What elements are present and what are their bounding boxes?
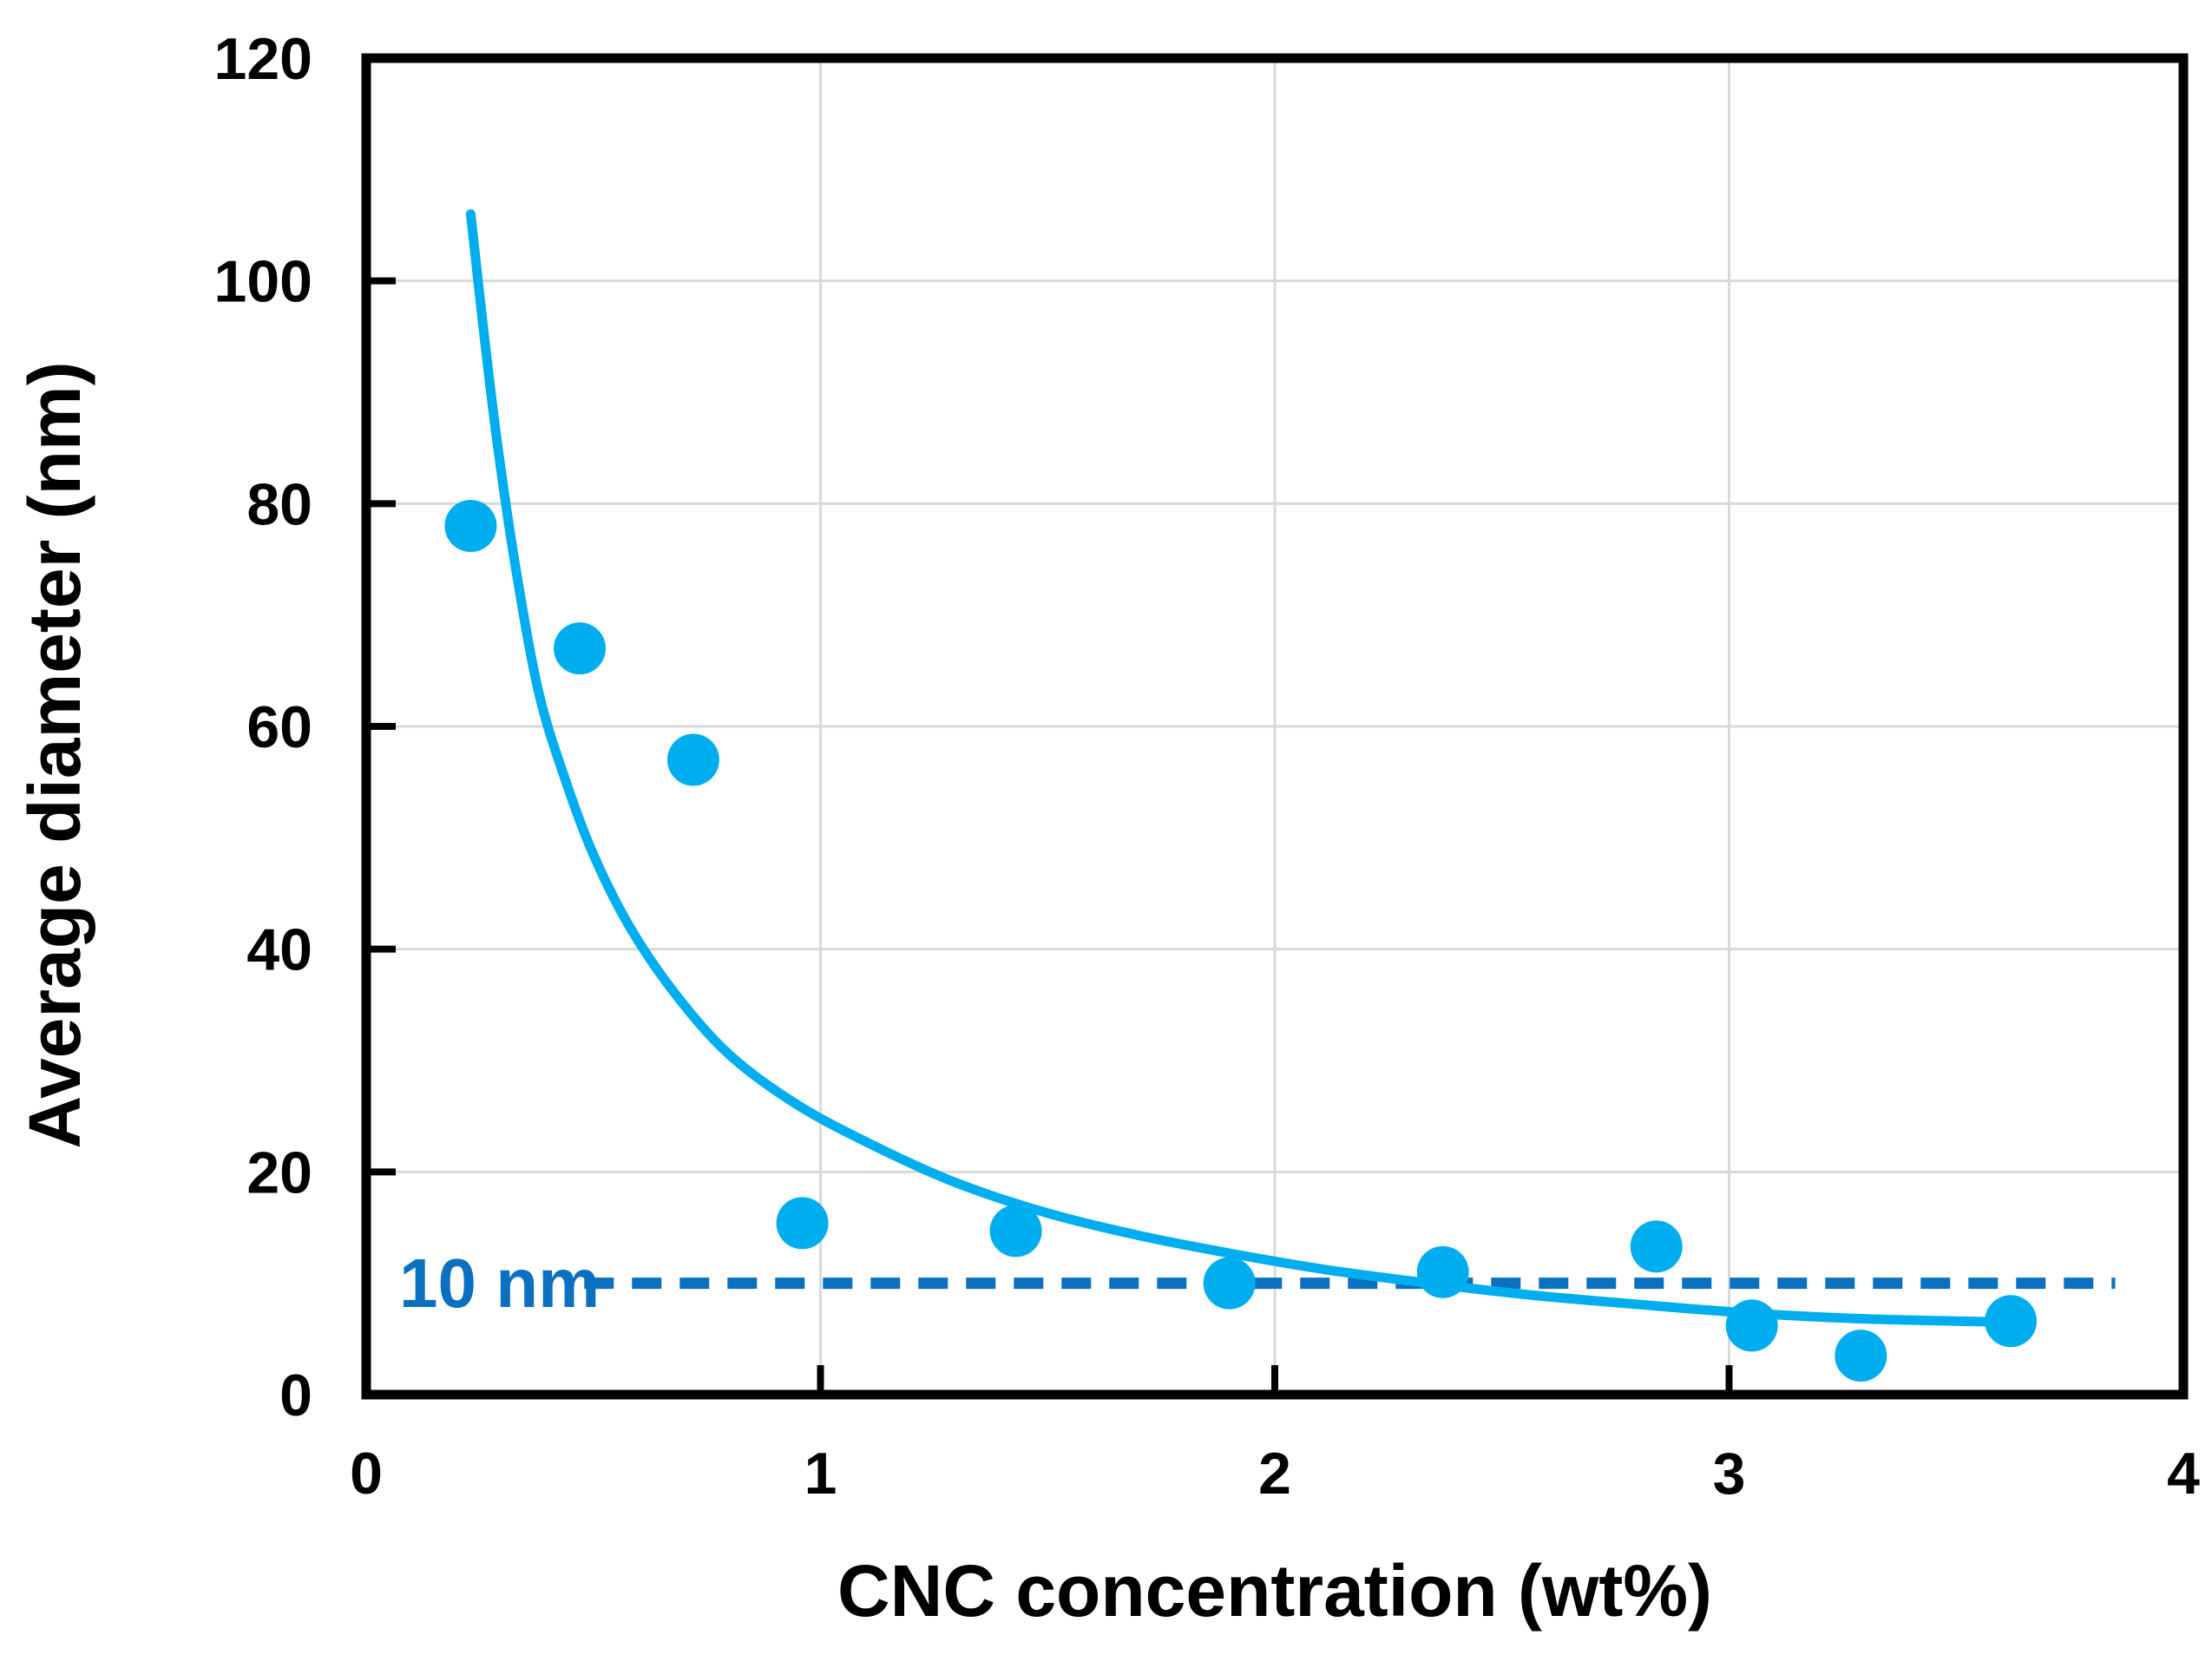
x-tick-label: 4 bbox=[2167, 1441, 2200, 1507]
tick-labels: 0 20 40 60 80 100 120 0 1 2 3 4 bbox=[214, 26, 2201, 1507]
reference-line-label: 10 nm bbox=[399, 1245, 600, 1322]
x-tick-label: 1 bbox=[804, 1441, 837, 1507]
y-tick-label: 120 bbox=[214, 26, 312, 92]
data-point bbox=[1630, 1220, 1683, 1273]
gridlines bbox=[366, 58, 2183, 1395]
x-tick-label: 2 bbox=[1258, 1441, 1291, 1507]
data-point bbox=[1203, 1257, 1256, 1310]
y-tick-label: 80 bbox=[246, 471, 312, 537]
y-tick-label: 0 bbox=[279, 1363, 312, 1428]
y-tick-label: 60 bbox=[246, 694, 312, 760]
data-point bbox=[1725, 1299, 1778, 1352]
y-tick-label: 100 bbox=[214, 249, 312, 315]
data-point bbox=[989, 1205, 1042, 1258]
y-axis-title: Average diameter (nm) bbox=[14, 361, 95, 1148]
y-tick-label: 40 bbox=[246, 917, 312, 983]
y-tick-label: 20 bbox=[246, 1139, 312, 1205]
data-series-layer bbox=[444, 209, 2038, 1382]
x-axis-title: CNC concentration (wt%) bbox=[837, 1550, 1712, 1632]
data-point bbox=[1985, 1295, 2038, 1348]
data-point bbox=[1416, 1245, 1469, 1298]
fit-curve bbox=[465, 209, 2016, 1328]
x-tick-label: 0 bbox=[350, 1441, 383, 1507]
axis-ticks bbox=[366, 277, 1733, 1395]
data-point bbox=[776, 1197, 829, 1250]
x-tick-label: 3 bbox=[1713, 1441, 1746, 1507]
data-point bbox=[1835, 1330, 1887, 1382]
data-point bbox=[666, 733, 719, 786]
data-point bbox=[554, 622, 607, 675]
data-point bbox=[444, 500, 497, 552]
